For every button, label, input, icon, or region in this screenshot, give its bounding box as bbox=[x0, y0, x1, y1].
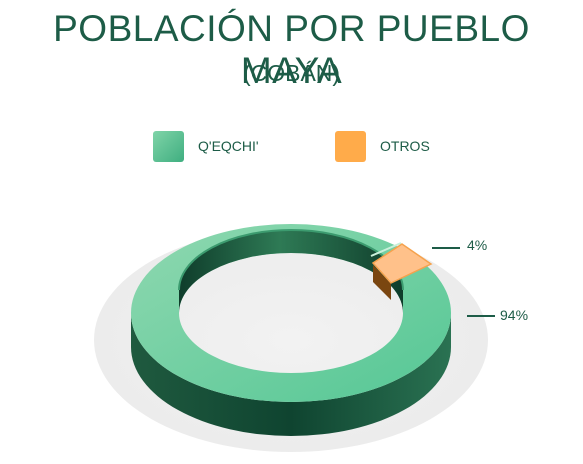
legend-item-otros: OTROS bbox=[335, 130, 430, 162]
data-labels: 94% 4% bbox=[432, 237, 528, 323]
data-label-qeqchi: 94% bbox=[500, 307, 528, 323]
slice-gap-line bbox=[370, 242, 402, 257]
ring-outer-wall bbox=[131, 313, 451, 436]
data-label-otros: 4% bbox=[467, 237, 487, 253]
chart-title: POBLACIÓN POR PUEBLO MAYA bbox=[53, 8, 530, 91]
legend-swatch-qeqchi bbox=[153, 130, 184, 162]
legend-label-otros: OTROS bbox=[380, 138, 430, 154]
legend-item-qeqchi: Q'EQCHI' bbox=[153, 130, 259, 162]
slice-otros-side bbox=[373, 265, 391, 300]
legend-swatch-otros bbox=[335, 130, 366, 162]
ring-inner-wall bbox=[179, 230, 403, 313]
slice-otros bbox=[371, 243, 433, 284]
chart-subtitle: (COBÁN) bbox=[242, 60, 341, 86]
chart-legend: Q'EQCHI' OTROS bbox=[0, 130, 583, 162]
legend-label-qeqchi: Q'EQCHI' bbox=[198, 138, 259, 154]
